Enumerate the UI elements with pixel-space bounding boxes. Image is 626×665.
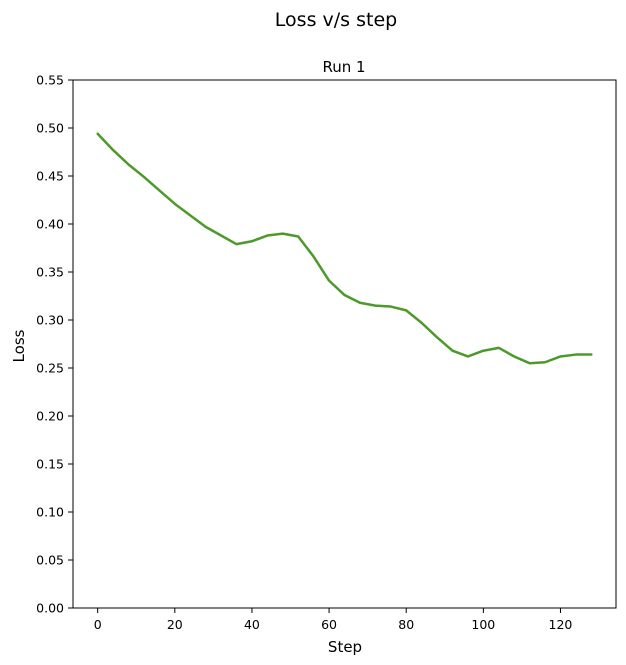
x-tick-label: 60 bbox=[321, 617, 337, 632]
x-tick-label: 80 bbox=[398, 617, 414, 632]
loss-series-line bbox=[96, 132, 593, 365]
axes-title: Run 1 bbox=[322, 58, 365, 76]
plot-area bbox=[96, 132, 593, 365]
y-axis: 0.00 0.05 0.10 0.15 0.20 0.25 0.30 0.35 0.40 0.45… bbox=[36, 73, 73, 616]
y-tick-label: 0.00 bbox=[36, 601, 64, 616]
x-tick-label: 40 bbox=[244, 617, 260, 632]
y-tick-label: 0.40 bbox=[36, 217, 64, 232]
x-tick-label: 20 bbox=[167, 617, 183, 632]
y-tick-label: 0.35 bbox=[36, 265, 64, 280]
x-tick-label: 100 bbox=[471, 617, 495, 632]
x-tick-label: 0 bbox=[94, 617, 102, 632]
chart-title: Loss v/s step bbox=[275, 9, 397, 31]
y-tick-label: 0.45 bbox=[36, 169, 64, 184]
axes-frame bbox=[72, 79, 617, 609]
x-axis: 0 20 40 60 80 100 120 bbox=[94, 608, 573, 632]
y-tick-label: 0.20 bbox=[36, 409, 64, 424]
y-tick-label: 0.50 bbox=[36, 121, 64, 136]
x-axis-label: Step bbox=[328, 638, 362, 656]
y-tick-label: 0.25 bbox=[36, 361, 64, 376]
y-tick-label: 0.30 bbox=[36, 313, 64, 328]
y-tick-label: 0.05 bbox=[36, 553, 64, 568]
y-tick-label: 0.15 bbox=[36, 457, 64, 472]
y-tick-label: 0.10 bbox=[36, 505, 64, 520]
x-tick-label: 120 bbox=[549, 617, 573, 632]
y-tick-label: 0.55 bbox=[36, 73, 64, 88]
y-axis-label: Loss bbox=[10, 329, 28, 362]
